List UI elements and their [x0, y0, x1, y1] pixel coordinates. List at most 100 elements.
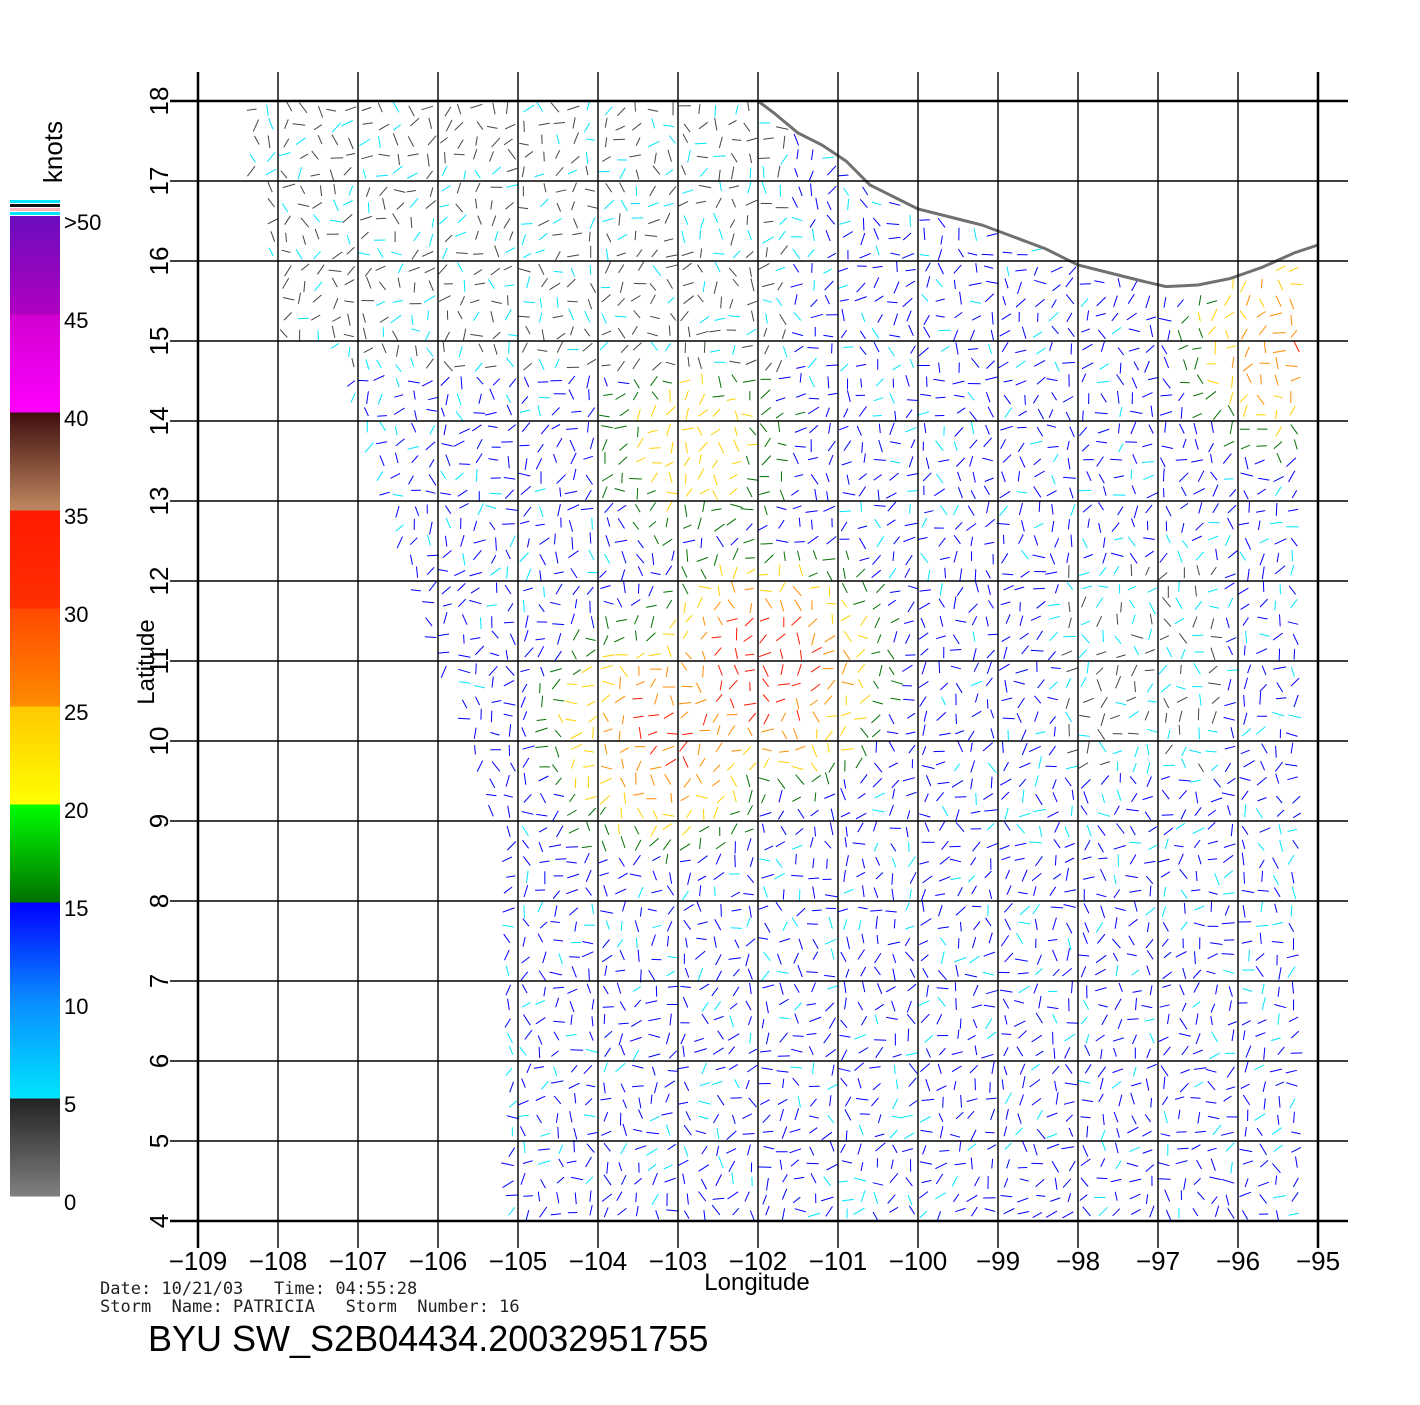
wind-vector: [1063, 1179, 1071, 1188]
wind-vector: [523, 746, 535, 749]
wind-vector: [1222, 954, 1234, 955]
wind-vector: [747, 875, 753, 883]
wind-vector: [1119, 1095, 1122, 1107]
wind-vector: [1136, 998, 1137, 1010]
wind-vector: [558, 714, 563, 723]
wind-vector: [361, 232, 368, 239]
wind-vector: [1286, 366, 1298, 367]
wind-vector: [509, 342, 510, 354]
wind-vector: [1050, 342, 1053, 351]
wind-vector: [954, 395, 964, 397]
wind-vector: [505, 585, 511, 594]
wind-vector: [586, 638, 596, 640]
wind-vector: [553, 700, 564, 702]
wind-vector: [1062, 362, 1075, 363]
wind-vector: [555, 730, 561, 737]
wind-vector: [827, 201, 831, 210]
wind-vector: [1002, 472, 1006, 483]
wind-vector: [921, 919, 932, 926]
wind-vector: [696, 938, 706, 939]
wind-vector: [1025, 395, 1026, 405]
wind-vector: [874, 888, 878, 898]
wind-vector: [1193, 617, 1197, 628]
wind-vector: [456, 204, 463, 212]
wind-vector: [524, 507, 531, 517]
wind-vector: [383, 327, 384, 337]
wind-vector: [681, 1034, 686, 1044]
wind-vector: [332, 252, 342, 259]
wind-vector: [379, 282, 385, 290]
wind-vector: [876, 740, 877, 752]
wind-vector: [523, 758, 529, 768]
wind-vector: [360, 139, 371, 146]
wind-vector: [1241, 1084, 1250, 1088]
wind-vector: [831, 949, 834, 960]
wind-vector: [1115, 917, 1117, 929]
wind-vector: [1243, 989, 1252, 992]
wind-vector: [919, 220, 929, 221]
wind-vector: [778, 762, 789, 763]
wind-vector: [1005, 953, 1013, 962]
wind-vector: [735, 1080, 740, 1089]
wind-vector: [470, 300, 479, 303]
wind-vector: [318, 331, 319, 342]
wind-vector: [906, 792, 916, 795]
wind-vector: [1097, 297, 1106, 306]
wind-vector: [1162, 985, 1171, 988]
wind-vector: [1038, 680, 1045, 688]
wind-vector: [415, 410, 417, 420]
wind-vector: [1079, 735, 1090, 736]
wind-vector: [733, 279, 739, 286]
wind-vector: [716, 1174, 722, 1186]
wind-vector: [616, 620, 627, 622]
wind-vector: [920, 1064, 929, 1072]
wind-vector: [621, 836, 625, 848]
wind-vector: [857, 649, 865, 657]
wind-vector: [540, 793, 545, 803]
wind-vector: [1019, 922, 1030, 924]
wind-vector: [1005, 408, 1012, 418]
wind-vector: [684, 124, 690, 132]
wind-vector: [846, 827, 847, 837]
wind-vector: [761, 971, 769, 981]
wind-vector: [764, 1146, 775, 1149]
wind-vector: [874, 1192, 878, 1204]
wind-vector: [569, 520, 572, 531]
wind-vector: [1126, 876, 1138, 878]
wind-vector: [700, 454, 702, 463]
wind-vector: [1223, 970, 1234, 973]
wind-vector: [779, 520, 785, 528]
wind-vector: [1069, 1128, 1073, 1137]
wind-vector: [825, 635, 835, 642]
wind-vector: [874, 342, 879, 352]
wind-vector: [1224, 717, 1235, 720]
wind-vector: [666, 667, 668, 677]
wind-vector: [559, 953, 563, 964]
wind-vector: [973, 632, 975, 642]
wind-vector: [590, 1205, 592, 1215]
wind-vector: [1258, 521, 1260, 531]
wind-vector: [764, 328, 767, 337]
colorbar-segment: [10, 902, 60, 1001]
wind-vector: [823, 651, 834, 655]
wind-vector: [510, 536, 515, 547]
wind-vector: [1225, 905, 1229, 915]
wind-vector: [858, 664, 865, 672]
latitude-tick-label: 15: [144, 327, 174, 356]
wind-vector: [539, 233, 547, 240]
wind-vector: [1052, 475, 1056, 484]
wind-vector: [759, 859, 770, 861]
wind-vector: [1079, 427, 1087, 436]
wind-vector: [875, 793, 885, 798]
wind-vector: [808, 458, 818, 460]
wind-vector: [1053, 780, 1057, 789]
wind-vector: [911, 440, 915, 449]
wind-vector: [1279, 824, 1281, 834]
wind-vector: [604, 378, 607, 387]
wind-vector: [1030, 1079, 1040, 1087]
wind-vector: [1021, 571, 1030, 577]
wind-vector: [1159, 859, 1170, 862]
wind-vector: [635, 1000, 641, 1007]
wind-vector: [557, 203, 561, 212]
wind-vector: [733, 1115, 736, 1124]
